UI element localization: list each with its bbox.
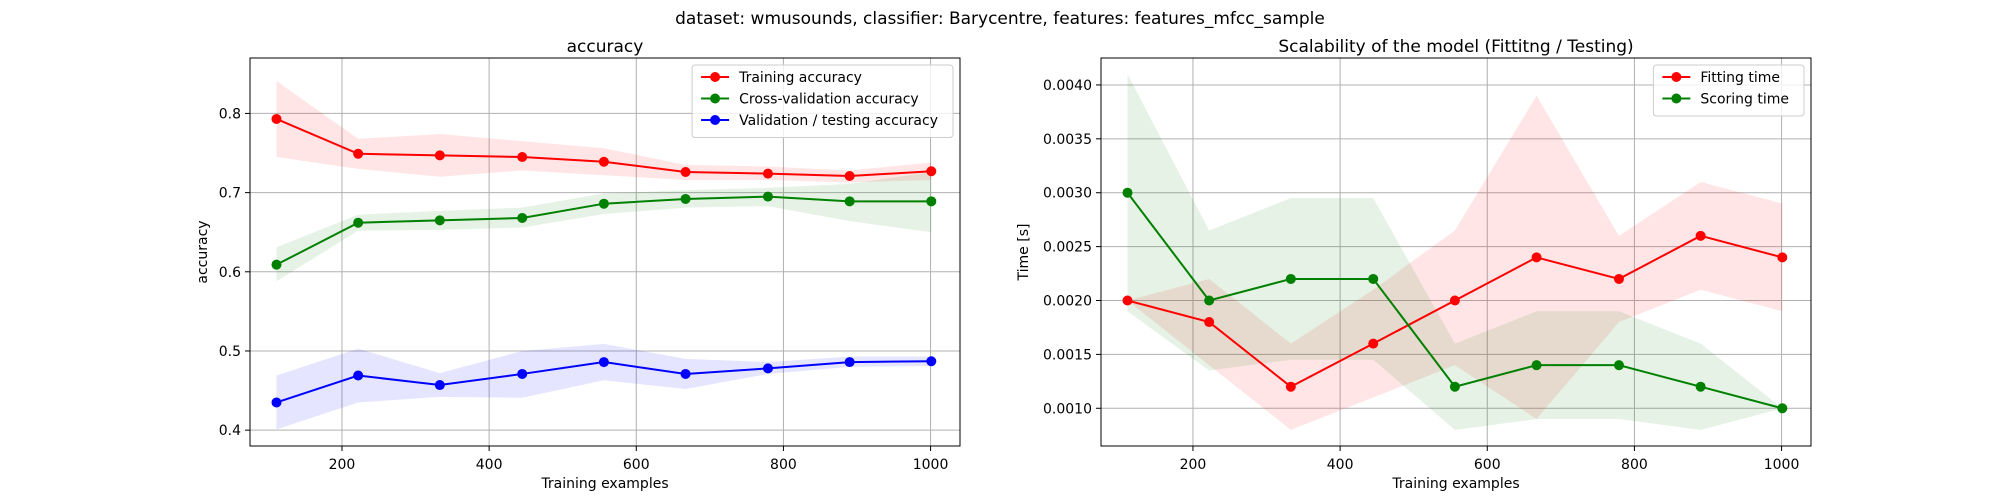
point-series-0 — [434, 150, 445, 161]
legend-box — [691, 64, 954, 138]
point-series-0 — [1368, 338, 1379, 349]
point-series-1 — [1368, 273, 1379, 284]
band-series-0 — [1127, 95, 1783, 430]
axes-frame — [1100, 57, 1812, 447]
x-tick-label: 800 — [1621, 457, 1648, 473]
point-series-0 — [762, 168, 773, 179]
y-tick-label: 0.5 — [219, 344, 241, 360]
point-series-1 — [1449, 381, 1460, 392]
legend-label: Fitting time — [1700, 70, 1780, 86]
y-tick-label: 0.0010 — [1043, 401, 1092, 417]
x-tick-label: 800 — [770, 457, 797, 473]
chart-title: Scalability of the model (Fittitng / Tes… — [1278, 37, 1633, 57]
x-tick-label: 600 — [1474, 457, 1501, 473]
legend-label: Scoring time — [1700, 92, 1789, 108]
scalability-chart: 200 400 600 800 1000 0.0010 0.0015 0.0020 0.0025… — [1016, 37, 1812, 492]
accuracy-chart: 200 400 600 800 1000 0.4 0.5 0.6 0.7 0.8 accuracy T… — [195, 37, 961, 492]
point-series-1 — [1695, 381, 1706, 392]
point-series-2 — [926, 356, 937, 367]
y-tick-label: 0.0025 — [1043, 240, 1092, 256]
point-series-2 — [598, 357, 609, 368]
y-tick-label: 0.0020 — [1043, 294, 1092, 310]
legend: Fitting time Scoring time — [1652, 64, 1805, 117]
legend-marker — [710, 93, 721, 104]
legend-label: Training accuracy — [738, 70, 862, 86]
x-tick-label: 200 — [329, 457, 356, 473]
y-axis-label: Time [s] — [1016, 224, 1032, 282]
y-tick-label: 0.0035 — [1043, 132, 1092, 148]
point-series-0 — [517, 151, 528, 162]
point-series-0 — [598, 156, 609, 167]
point-series-2 — [680, 368, 691, 379]
point-series-2 — [353, 370, 364, 381]
point-series-2 — [517, 368, 528, 379]
axes-frame — [249, 57, 961, 447]
point-series-2 — [271, 397, 282, 408]
point-series-1 — [271, 259, 282, 270]
point-series-1 — [680, 193, 691, 204]
x-tick-label: 1000 — [1764, 457, 1800, 473]
chart-title: accuracy — [567, 37, 644, 57]
legend-box — [1652, 64, 1805, 117]
point-series-1 — [762, 191, 773, 202]
y-tick-label: 0.6 — [219, 265, 241, 281]
x-axis-label: Training examples — [1391, 476, 1519, 492]
legend-label: Cross-validation accuracy — [739, 92, 919, 108]
point-series-0 — [1204, 317, 1215, 328]
y-axis-label: accuracy — [195, 220, 211, 283]
legend-marker — [710, 72, 721, 82]
y-tick-label: 0.4 — [219, 423, 241, 439]
point-series-1 — [1204, 295, 1215, 306]
y-tick-label: 0.0030 — [1043, 186, 1092, 202]
point-series-0 — [926, 166, 937, 177]
legend-marker — [1671, 72, 1682, 82]
point-series-1 — [598, 198, 609, 209]
y-tick-label: 0.0015 — [1043, 347, 1092, 363]
point-series-2 — [762, 363, 773, 374]
point-series-1 — [1777, 403, 1788, 414]
point-series-1 — [926, 196, 937, 207]
x-tick-label: 400 — [476, 457, 503, 473]
legend-marker — [710, 115, 721, 125]
point-series-1 — [353, 217, 364, 228]
x-tick-label: 200 — [1180, 457, 1207, 473]
point-series-1 — [1613, 360, 1624, 371]
point-series-0 — [844, 170, 855, 181]
y-tick-label: 0.0040 — [1043, 78, 1092, 94]
legend: Training accuracy Cross-validation accura… — [691, 64, 954, 138]
y-tick-label: 0.7 — [219, 186, 241, 202]
point-series-0 — [1531, 252, 1542, 263]
point-series-0 — [1613, 273, 1624, 284]
point-series-0 — [353, 148, 364, 159]
point-series-1 — [1122, 187, 1133, 198]
x-tick-label: 1000 — [913, 457, 949, 473]
point-series-1 — [1531, 360, 1542, 371]
legend-label: Validation / testing accuracy — [739, 113, 938, 129]
point-series-0 — [1285, 381, 1296, 392]
point-series-2 — [434, 380, 445, 391]
point-series-0 — [1777, 252, 1788, 263]
band-series-1 — [1127, 74, 1783, 430]
y-tick-label: 0.8 — [219, 106, 241, 122]
point-series-1 — [517, 212, 528, 223]
x-tick-label: 600 — [623, 457, 650, 473]
point-series-1 — [1285, 273, 1296, 284]
point-series-1 — [434, 215, 445, 226]
figure-suptitle: dataset: wmusounds, classifier: Barycent… — [675, 9, 1325, 29]
point-series-0 — [271, 113, 282, 124]
point-series-2 — [844, 357, 855, 368]
point-series-0 — [1449, 295, 1460, 306]
point-series-0 — [680, 167, 691, 178]
point-series-0 — [1122, 295, 1133, 306]
point-series-1 — [844, 196, 855, 207]
x-tick-label: 400 — [1327, 457, 1354, 473]
legend-marker — [1671, 93, 1682, 104]
point-series-0 — [1695, 230, 1706, 241]
x-axis-label: Training examples — [540, 476, 668, 492]
